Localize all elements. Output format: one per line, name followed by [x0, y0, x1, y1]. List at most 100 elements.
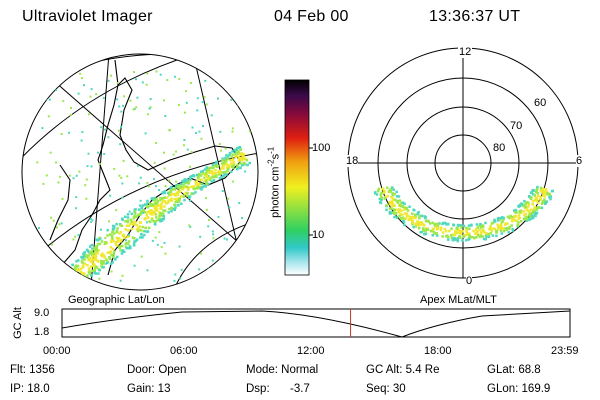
- aurora-pixel: [74, 266, 77, 269]
- noise-pixel: [136, 164, 139, 167]
- aurora-pixel: [390, 195, 393, 199]
- aurora-pixel: [100, 265, 103, 268]
- noise-pixel: [121, 274, 124, 277]
- aurora-pixel: [412, 208, 415, 212]
- noise-pixel: [88, 113, 90, 116]
- aurora-pixel: [520, 203, 524, 206]
- aurora-pixel: [485, 232, 488, 235]
- aurora-pixel: [169, 189, 172, 192]
- noise-pixel: [129, 99, 132, 102]
- noise-pixel: [231, 268, 234, 271]
- aurora-pixel: [102, 260, 105, 263]
- aurora-pixel: [522, 210, 526, 213]
- aurora-pixel: [490, 230, 493, 233]
- noise-pixel: [49, 277, 52, 280]
- aurora-pixel: [454, 232, 457, 235]
- aurora-pixel: [241, 157, 244, 160]
- aurora-pixel: [390, 211, 393, 215]
- aurora-pixel: [152, 220, 155, 223]
- aurora-pixel: [136, 229, 140, 233]
- aurora-pixel: [236, 147, 239, 150]
- aurora-pixel: [383, 189, 386, 193]
- aurora-pixel: [142, 229, 145, 233]
- aurora-pixel: [480, 230, 483, 233]
- aurora-pixel: [162, 197, 165, 200]
- aurora-pixel: [452, 236, 455, 240]
- noise-pixel: [238, 274, 240, 277]
- aurora-pixel: [230, 170, 233, 173]
- aurora-pixel: [154, 204, 158, 208]
- aurora-pixel: [436, 224, 440, 228]
- noise-pixel: [248, 103, 251, 106]
- aurora-pixel: [214, 172, 217, 175]
- aurora-pixel: [245, 158, 249, 162]
- aurora-pixel: [501, 227, 505, 230]
- aurora-pixel: [393, 215, 396, 219]
- aurora-pixel: [398, 203, 402, 206]
- aurora-pixel: [130, 227, 134, 231]
- aurora-pixel: [485, 235, 488, 238]
- aurora-pixel: [235, 167, 239, 171]
- noise-pixel: [89, 95, 92, 98]
- aurora-pixel: [109, 246, 112, 249]
- aurora-pixel: [533, 210, 536, 213]
- aurora-pixel: [458, 235, 461, 238]
- aurora-pixel: [380, 191, 383, 195]
- aurora-pixel: [549, 197, 552, 201]
- aurora-pixel: [211, 172, 214, 176]
- grid-line: [204, 249, 258, 290]
- noise-pixel: [199, 235, 202, 238]
- aurora-pixel: [95, 246, 98, 250]
- aurora-pixel: [403, 208, 406, 211]
- aurora-pixel: [220, 166, 224, 170]
- noise-pixel: [120, 176, 123, 179]
- aurora-pixel: [504, 227, 507, 230]
- aurora-pixel: [543, 198, 546, 201]
- aurora-pixel: [186, 178, 189, 182]
- aurora-pixel: [465, 228, 468, 232]
- aurora-pixel: [134, 221, 137, 224]
- aurora-pixel: [183, 198, 186, 202]
- noise-pixel: [118, 174, 121, 177]
- aurora-pixel: [213, 164, 216, 168]
- noise-pixel: [43, 78, 46, 81]
- aurora-pixel: [126, 216, 130, 219]
- polar-caption: Apex MLat/MLT: [420, 294, 497, 306]
- aurora-pixel: [139, 221, 143, 224]
- aurora-pixel: [471, 235, 474, 239]
- aurora-pixel: [102, 262, 105, 265]
- aurora-pixel: [222, 164, 226, 167]
- aurora-pixel: [168, 194, 171, 197]
- aurora-pixel: [217, 170, 220, 174]
- noise-pixel: [241, 217, 244, 219]
- aurora-pixel: [109, 250, 112, 253]
- noise-pixel: [145, 221, 148, 224]
- aurora-pixel: [239, 162, 242, 165]
- aurora-pixel: [214, 162, 217, 166]
- aurora-pixel: [85, 255, 89, 259]
- aurora-pixel: [127, 240, 131, 243]
- aurora-pixel: [224, 170, 227, 174]
- aurora-pixel: [518, 211, 521, 214]
- aurora-pixel: [533, 207, 536, 211]
- aurora-pixel: [158, 217, 161, 221]
- aurora-pixel: [124, 228, 127, 231]
- aurora-pixel: [121, 244, 124, 248]
- aurora-pixel: [218, 169, 222, 173]
- aurora-pixel: [391, 193, 394, 197]
- aurora-pixel: [163, 189, 167, 193]
- aurora-pixel: [439, 228, 443, 232]
- aurora-pixel: [500, 226, 503, 229]
- aurora-pixel: [112, 239, 115, 243]
- noise-pixel: [121, 196, 124, 199]
- aurora-pixel: [385, 208, 388, 212]
- noise-pixel: [148, 107, 151, 110]
- aurora-pixel: [469, 236, 473, 239]
- noise-pixel: [205, 103, 208, 106]
- noise-pixel: [62, 100, 65, 103]
- aurora-pixel: [92, 264, 95, 267]
- aurora-pixel: [171, 192, 175, 196]
- noise-pixel: [98, 277, 101, 280]
- aurora-pixel: [141, 225, 144, 229]
- noise-pixel: [55, 89, 58, 91]
